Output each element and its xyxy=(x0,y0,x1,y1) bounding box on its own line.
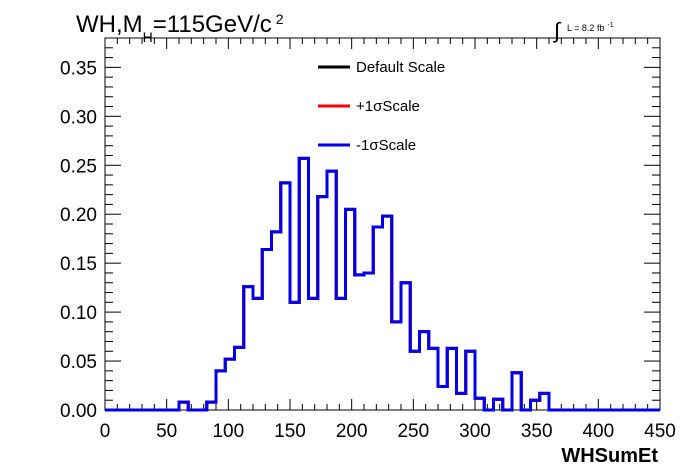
luminosity-label: L = 8.2 fb -1 xyxy=(567,22,614,33)
x-tick-label: 150 xyxy=(274,421,306,442)
x-tick-label: 400 xyxy=(582,421,614,442)
series-line-plus1sigma xyxy=(105,156,660,412)
x-tick-label: 100 xyxy=(212,421,244,442)
luminosity-integral: ∫ xyxy=(552,18,562,43)
y-tick-label: 0.10 xyxy=(60,303,97,324)
y-tick-label: 0.00 xyxy=(60,401,97,422)
legend: Default Scale +1σScale -1σScale xyxy=(318,59,445,154)
legend-label-minus1sigma: -1σScale xyxy=(356,137,416,154)
x-axis-label: WHSumEt xyxy=(561,445,658,467)
y-tick-label: 0.20 xyxy=(60,205,97,226)
series-line-default-scale xyxy=(105,156,660,412)
x-tick-label: 200 xyxy=(336,421,368,442)
y-tick-label: 0.35 xyxy=(60,58,97,79)
series-line-minus1sigma xyxy=(105,156,660,412)
legend-label-plus1sigma: +1σScale xyxy=(356,98,420,115)
series-lines xyxy=(105,156,660,412)
y-tick-label: 0.05 xyxy=(60,352,97,373)
x-tick-label: 0 xyxy=(100,421,111,442)
legend-label-default: Default Scale xyxy=(356,59,445,76)
x-tick-label: 50 xyxy=(156,421,177,442)
x-tick-label: 250 xyxy=(397,421,429,442)
y-axis-ticks: 0.00 0.05 0.10 0.15 0.20 0.25 0.30 0.35 xyxy=(60,47,660,422)
x-tick-label: 350 xyxy=(521,421,553,442)
y-tick-label: 0.25 xyxy=(60,156,97,177)
chart-title: WH,MH=115GeV/c 2 xyxy=(76,11,284,45)
x-axis-ticks: 0 50 100 150 200 250 300 350 400 450 xyxy=(100,38,676,442)
y-tick-label: 0.15 xyxy=(60,254,97,275)
x-tick-label: 450 xyxy=(644,421,676,442)
y-tick-label: 0.30 xyxy=(60,107,97,128)
x-tick-label: 300 xyxy=(459,421,491,442)
